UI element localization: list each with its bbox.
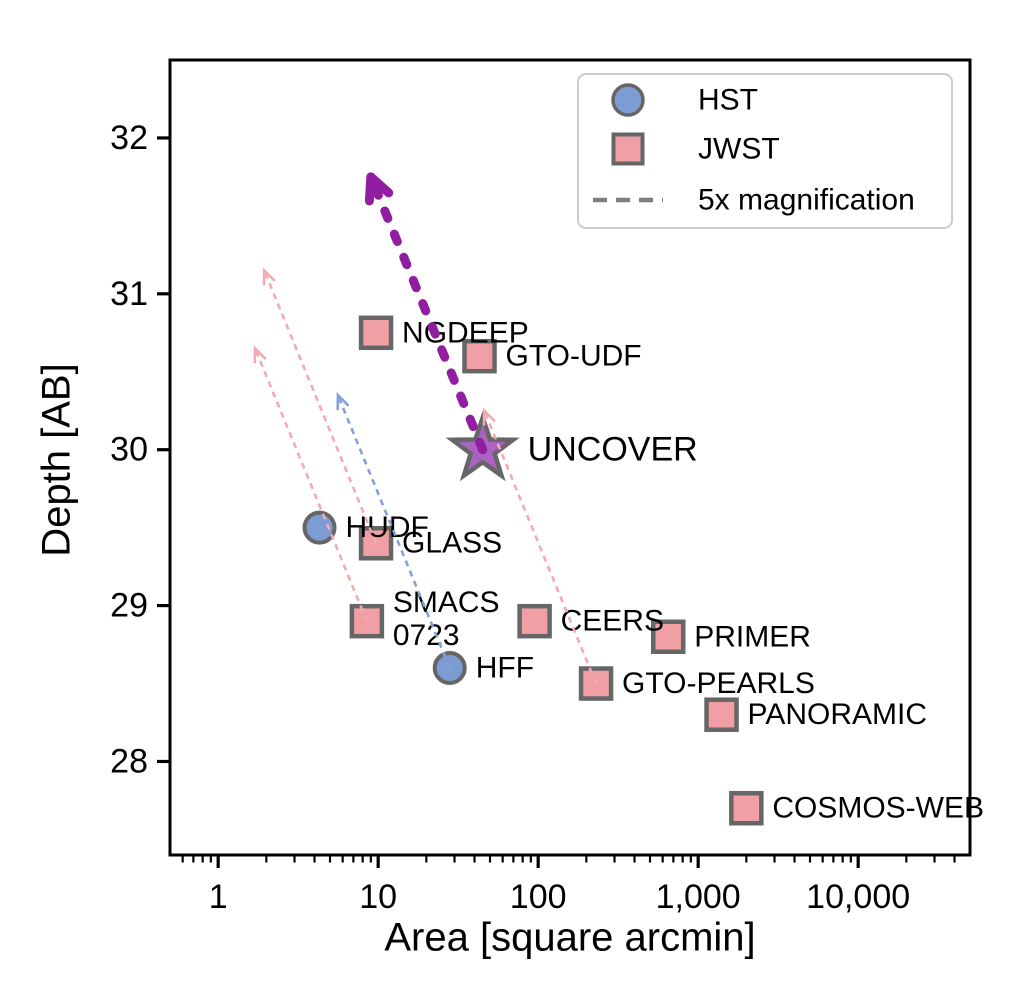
label-hudf: HUDF	[346, 511, 429, 544]
label-glass: GLASS	[402, 527, 502, 560]
x-tick-label: 10	[359, 878, 397, 916]
legend-circle-marker	[611, 83, 645, 117]
label-ngdeep: NGDEEP	[402, 316, 529, 349]
point-ceers	[517, 603, 552, 639]
arrow-head	[262, 267, 276, 286]
label-primer: PRIMER	[694, 620, 811, 653]
data-markers	[302, 315, 764, 826]
label-gto-pearls: GTO-PEARLS	[622, 667, 815, 700]
legend: HST JWST 5x magnification	[577, 73, 953, 229]
label-smacs-0723: SMACS	[393, 586, 500, 619]
legend-item-5x-magnification: 5x magnification	[698, 184, 915, 217]
uncover-5x-arrow	[366, 172, 488, 455]
label-uncover: UNCOVER	[528, 431, 698, 469]
arrow-head	[482, 407, 496, 426]
point-cosmos-web	[729, 790, 764, 826]
x-tick-label: 1	[209, 878, 228, 916]
legend-square-marker	[611, 132, 645, 166]
magnification-arrows	[253, 172, 598, 685]
smacs-0723-5x-arrow	[253, 347, 369, 622]
x-tick-label: 100	[510, 878, 567, 916]
label-hff: HFF	[476, 651, 534, 684]
legend-box	[577, 73, 953, 229]
point-ngdeep	[358, 315, 394, 351]
arrow-head	[336, 392, 350, 411]
legend-item-hst: HST	[698, 84, 758, 117]
label-panoramic: PANORAMIC	[748, 698, 927, 731]
y-tick-label: 29	[110, 587, 148, 625]
point-panoramic	[704, 697, 739, 732]
arrow-head	[253, 345, 267, 364]
plot-spines	[168, 58, 972, 857]
x-tick-label: 1,000	[656, 878, 741, 916]
hff-5x-arrow	[336, 394, 451, 669]
arrow-head	[364, 172, 394, 206]
y-tick-label: 32	[110, 119, 148, 157]
legend-item-jwst: JWST	[698, 133, 780, 166]
y-axis-title: Depth [AB]	[34, 363, 79, 557]
label-gto-udf: GTO-UDF	[506, 340, 642, 373]
point-gto-udf	[462, 338, 497, 374]
label-smacs-0723: 0723	[393, 619, 460, 652]
label-ceers: CEERS	[561, 605, 664, 638]
y-tick-label: 28	[110, 742, 148, 780]
point-hudf	[302, 510, 337, 545]
label-cosmos-web: COSMOS-WEB	[772, 792, 984, 825]
point-gto-pearls	[578, 666, 614, 701]
glass-5x-arrow	[263, 269, 378, 544]
y-tick-label: 30	[110, 431, 148, 469]
gto-pearls-5x-arrow	[483, 410, 598, 685]
x-axis-title: Area [square arcmin]	[384, 915, 756, 960]
point-primer	[650, 619, 686, 655]
x-tick-label: 10,000	[806, 878, 910, 916]
y-tick-label: 31	[110, 275, 148, 313]
